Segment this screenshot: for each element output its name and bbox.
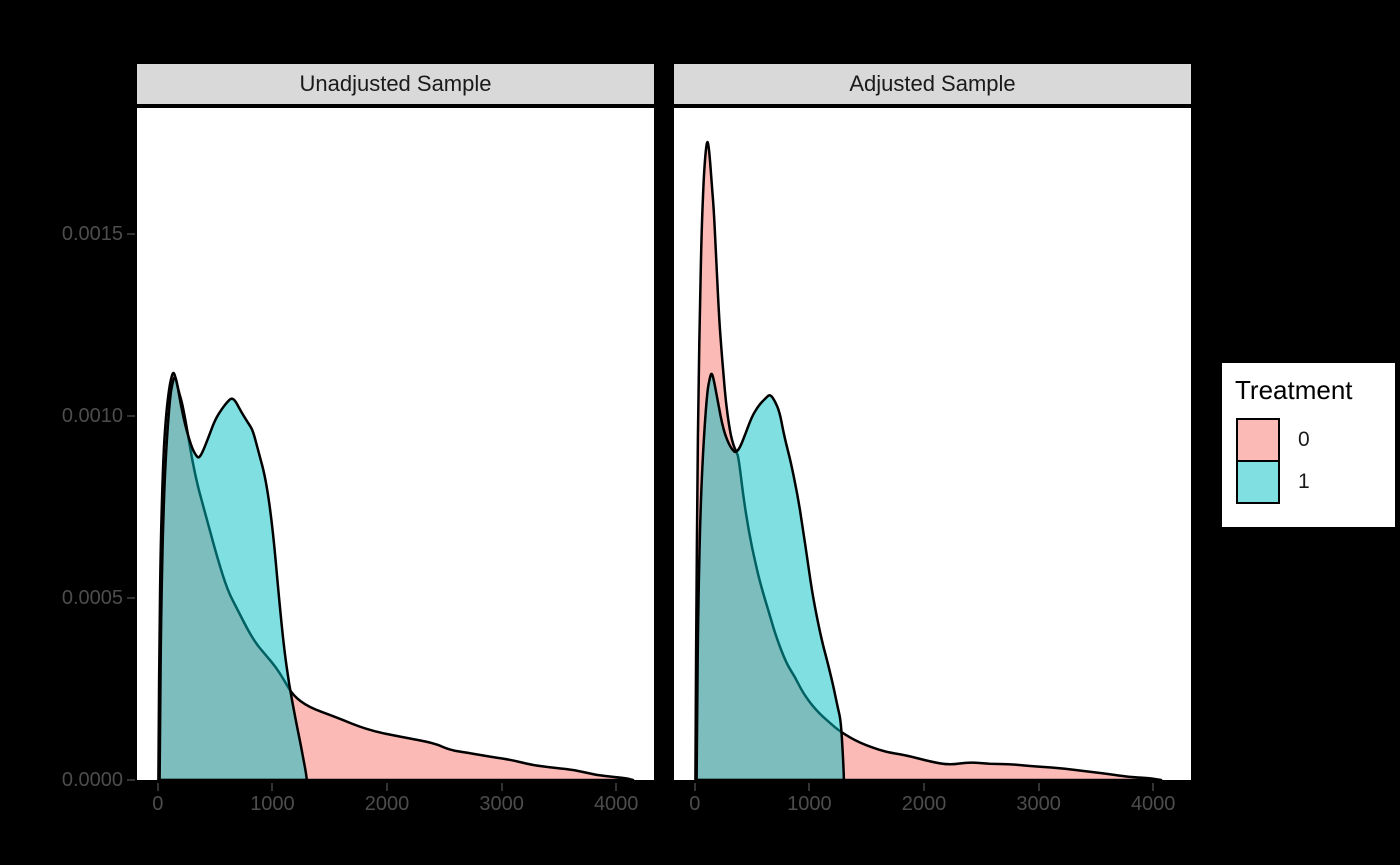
x-axis-tick-label: 4000 bbox=[1130, 793, 1176, 815]
y-axis-tick-label: 0.0010 bbox=[61, 405, 123, 427]
y-axis-tick-mark bbox=[127, 597, 135, 599]
y-axis-tick-label: 0.0005 bbox=[61, 587, 123, 609]
x-axis-tick-mark bbox=[693, 783, 696, 791]
x-axis-tick-mark bbox=[615, 783, 618, 791]
x-axis-tick-label: 2000 bbox=[364, 793, 410, 815]
facet-strip-label: Adjusted Sample bbox=[849, 71, 1016, 96]
legend-key-treatment-1 bbox=[1236, 460, 1280, 504]
x-axis-tick-label: 1000 bbox=[250, 793, 295, 815]
density-curve-treatment-1 bbox=[158, 376, 309, 780]
legend-label-treatment-0: 0 bbox=[1298, 428, 1310, 451]
x-axis-tick-label: 3000 bbox=[1016, 793, 1061, 815]
y-axis-tick-mark bbox=[127, 233, 135, 235]
legend-title: Treatment bbox=[1235, 375, 1353, 405]
y-axis-tick-label: 0.0015 bbox=[61, 223, 123, 245]
density-plot-unadjusted bbox=[157, 371, 635, 780]
y-axis-tick-mark bbox=[127, 779, 135, 781]
facet-strip-unadjusted: Unadjusted Sample bbox=[135, 62, 656, 106]
legend: Treatment 0 1 bbox=[1222, 363, 1395, 527]
y-axis-tick-mark bbox=[127, 415, 135, 417]
x-axis-tick-mark bbox=[1037, 783, 1040, 791]
facet-strip-label: Unadjusted Sample bbox=[299, 71, 492, 96]
legend-key-treatment-0 bbox=[1236, 418, 1280, 462]
x-axis-tick-label: 0 bbox=[689, 793, 701, 815]
x-axis-tick-mark bbox=[156, 783, 159, 791]
x-axis-tick-mark bbox=[1152, 783, 1155, 791]
x-axis-tick-label: 2000 bbox=[901, 793, 947, 815]
x-axis-tick-mark bbox=[271, 783, 274, 791]
x-axis-tick-label: 4000 bbox=[593, 793, 639, 815]
plot-panel-unadjusted bbox=[135, 106, 656, 782]
x-axis-tick-label: 0 bbox=[152, 793, 164, 815]
x-axis-tick-mark bbox=[386, 783, 389, 791]
plot-panel-adjusted bbox=[672, 106, 1193, 782]
facet-strip-adjusted: Adjusted Sample bbox=[672, 62, 1193, 106]
density-curve-treatment-1 bbox=[695, 372, 846, 780]
density-plot-adjusted bbox=[694, 140, 1163, 780]
x-axis-tick-mark bbox=[923, 783, 926, 791]
y-axis-tick-label: 0.0000 bbox=[61, 769, 123, 791]
x-axis-tick-mark bbox=[500, 783, 503, 791]
x-axis-tick-label: 1000 bbox=[787, 793, 832, 815]
x-axis-tick-mark bbox=[808, 783, 811, 791]
x-axis-tick-label: 3000 bbox=[479, 793, 524, 815]
legend-label-treatment-1: 1 bbox=[1298, 470, 1310, 493]
